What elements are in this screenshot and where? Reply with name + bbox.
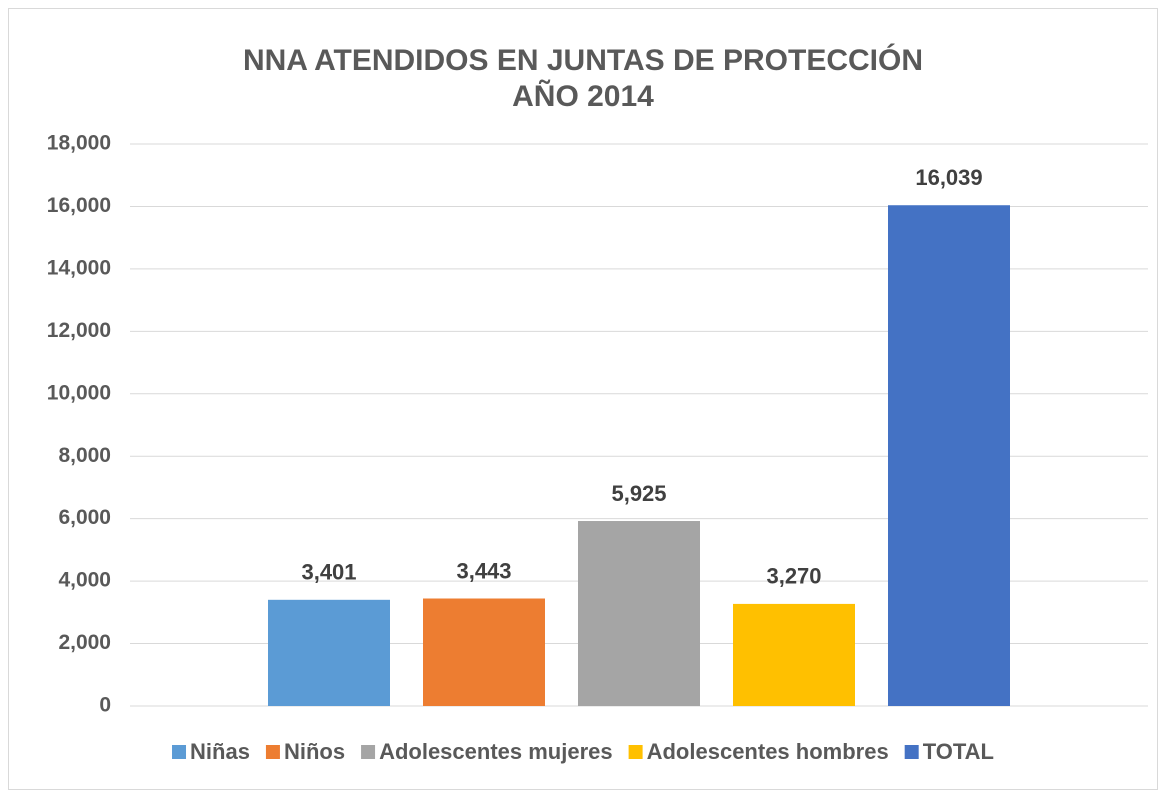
chart-title: NNA ATENDIDOS EN JUNTAS DE PROTECCIÓN	[243, 43, 923, 77]
y-tick-label: 14,000	[47, 256, 111, 279]
value-label: 3,270	[766, 564, 821, 589]
bar	[268, 599, 390, 706]
legend-swatch	[265, 745, 280, 759]
y-tick-label: 10,000	[47, 381, 111, 404]
legend-swatch	[904, 745, 919, 759]
y-tick-label: 8,000	[58, 444, 111, 467]
legend-label: Adolescentes mujeres	[379, 739, 613, 764]
y-tick-label: 12,000	[47, 319, 111, 342]
legend-label: Niñas	[190, 739, 250, 764]
y-tick-label: 6,000	[58, 506, 111, 529]
legend-label: TOTAL	[923, 739, 994, 764]
bar	[733, 603, 855, 706]
legend-label: Niños	[284, 739, 345, 764]
legend-swatch	[628, 745, 643, 759]
value-label: 3,443	[456, 558, 511, 583]
y-tick-label: 4,000	[58, 569, 111, 592]
chart-subtitle: AÑO 2014	[512, 79, 654, 113]
y-tick-label: 0	[99, 694, 111, 717]
y-tick-label: 2,000	[58, 631, 111, 654]
value-label: 3,401	[301, 560, 356, 585]
legend-label: Adolescentes hombres	[647, 739, 889, 764]
y-tick-label: 18,000	[47, 132, 111, 155]
bar	[578, 521, 700, 706]
legend-swatch	[172, 745, 187, 759]
value-label: 5,925	[611, 481, 666, 506]
legend-swatch	[361, 745, 376, 759]
value-label: 16,039	[915, 165, 982, 190]
y-tick-label: 16,000	[47, 194, 111, 217]
bar	[423, 598, 545, 706]
bar	[888, 205, 1010, 706]
